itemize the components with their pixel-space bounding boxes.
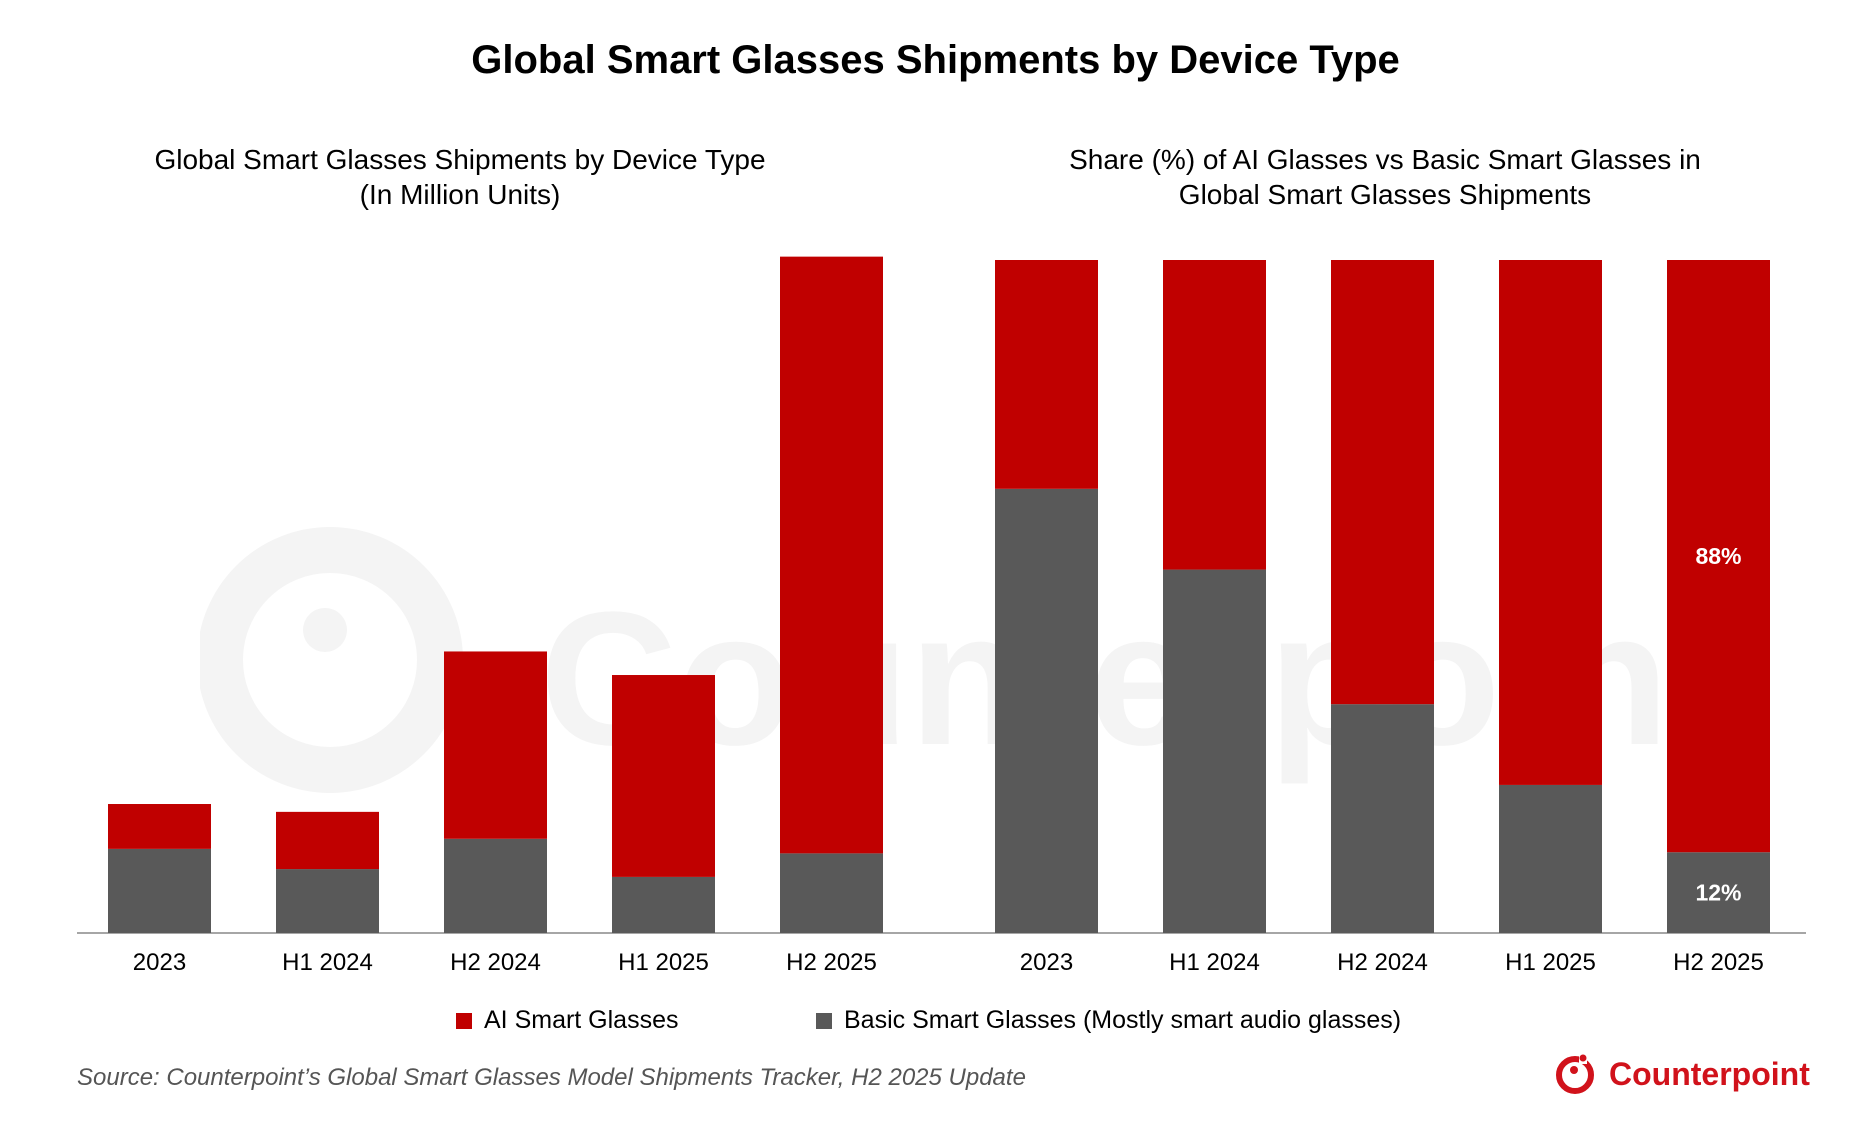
chart1-x-tick-h2-2025: H2 2025	[786, 949, 877, 976]
chart2-bar-ai-2023	[995, 260, 1098, 489]
chart1-bar-basic-h2-2024	[444, 838, 547, 933]
chart1-bar-ai-h1-2024	[276, 811, 379, 870]
chart2-bar-basic-h1-2024	[1163, 569, 1266, 933]
legend-label-ai: AI Smart Glasses	[484, 1006, 679, 1034]
right-chart-title: Share (%) of AI Glasses vs Basic Smart G…	[985, 142, 1785, 212]
chart2-bar-ai-h1-2024	[1163, 260, 1266, 570]
right-chart-title-line1: Share (%) of AI Glasses vs Basic Smart G…	[1069, 144, 1701, 175]
main-title: Global Smart Glasses Shipments by Device…	[471, 38, 1400, 82]
chart2-data-label-basic-h2-2025: 12%	[1695, 880, 1741, 906]
chart1-bar-ai-h2-2024	[444, 651, 547, 839]
chart1-x-tick-h2-2024: H2 2024	[450, 949, 541, 976]
chart2-x-tick-h2-2024: H2 2024	[1337, 949, 1428, 976]
chart2-x-tick-h1-2025: H1 2025	[1505, 949, 1596, 976]
chart2-x-tick-h2-2025: H2 2025	[1673, 949, 1764, 976]
chart1-x-tick-h1-2025: H1 2025	[618, 949, 709, 976]
chart1-bar-ai-2023	[108, 804, 211, 849]
chart2-bar-basic-h2-2025	[1667, 852, 1770, 933]
chart2-x-tick-h1-2024: H1 2024	[1169, 949, 1260, 976]
chart1-bar-ai-h2-2025	[780, 256, 883, 854]
counterpoint-logo-icon	[1556, 1054, 1594, 1094]
chart2-bar-basic-h2-2024	[1331, 704, 1434, 933]
left-chart-title-line2: (In Million Units)	[359, 179, 561, 210]
legend-swatch-basic	[816, 1012, 832, 1029]
legend-item-basic: Basic Smart Glasses (Mostly smart audio …	[816, 1006, 1401, 1035]
chart1-x-tick-2023: 2023	[133, 949, 186, 976]
brand-name: Counterpoint	[1609, 1055, 1810, 1092]
bars-group: 2023 H1 2024 H2 2024 H1 2025 H2 2025 2023 H1 2…	[108, 256, 1770, 976]
right-chart-title-line2: Global Smart Glasses Shipments	[1178, 179, 1592, 210]
chart2-x-tick-2023: 2023	[1020, 949, 1073, 976]
chart2-bar-basic-2023	[995, 488, 1098, 933]
chart1-x-tick-h1-2024: H1 2024	[282, 949, 373, 976]
legend-label-basic: Basic Smart Glasses (Mostly smart audio …	[844, 1006, 1402, 1034]
chart1-bar-basic-h1-2024	[276, 869, 379, 933]
counterpoint-logo: Counterpoint	[1553, 1052, 1810, 1096]
left-chart-title: Global Smart Glasses Shipments by Device…	[60, 142, 860, 212]
chart2-bar-ai-h1-2025	[1499, 260, 1602, 785]
chart1-bar-basic-2023	[108, 848, 211, 933]
chart1-bar-basic-h2-2025	[780, 853, 883, 933]
left-chart-title-line1: Global Smart Glasses Shipments by Device…	[154, 144, 766, 175]
chart2-bar-ai-h2-2024	[1331, 260, 1434, 705]
chart2-bar-ai-h2-2025	[1667, 260, 1770, 853]
chart2-data-label-ai-h2-2025: 88%	[1695, 543, 1741, 569]
chart1-bar-basic-h1-2025	[612, 876, 715, 933]
chart2-bar-basic-h1-2025	[1499, 784, 1602, 933]
source-note: Source: Counterpoint’s Global Smart Glas…	[77, 1064, 1026, 1091]
chart1-bar-ai-h1-2025	[612, 675, 715, 877]
legend-swatch-ai	[456, 1012, 472, 1029]
legend-item-ai: AI Smart Glasses	[456, 1006, 679, 1035]
